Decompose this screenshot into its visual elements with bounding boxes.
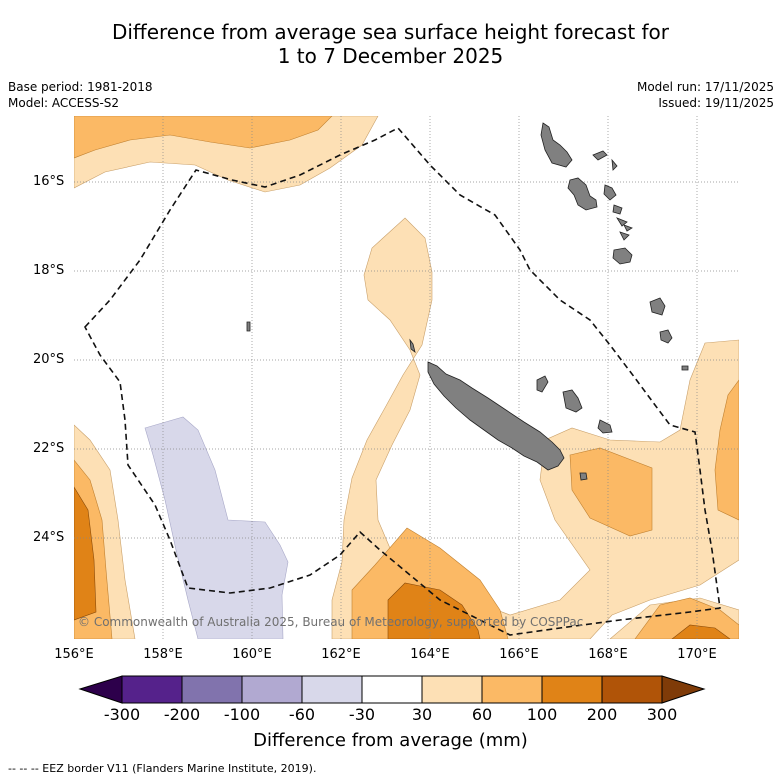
- colorbar-extend-high: [661, 675, 706, 704]
- colorbar-tick: -200: [163, 705, 201, 724]
- colorbar-label: Difference from average (mm): [253, 730, 528, 751]
- gridlines: [74, 116, 739, 639]
- colorbar-tick: 60: [471, 705, 493, 724]
- colorbar-tick: 200: [586, 705, 618, 724]
- anomaly-60-100-east: [714, 379, 739, 521]
- anomaly-100-200-west: [74, 486, 97, 621]
- colorbar-segment-5: [361, 675, 423, 704]
- model-name: Model: ACCESS-S2: [8, 96, 120, 110]
- map-layer: [74, 116, 739, 639]
- lon-label-160e: 160°E: [232, 647, 272, 662]
- lat-label-20s: 20°S: [33, 352, 65, 367]
- colorbar-segment-2: [181, 675, 243, 704]
- map-title-line2: 1 to 7 December 2025: [277, 44, 504, 68]
- lon-label-166e: 166°E: [499, 647, 539, 662]
- colorbar-segment-3: [241, 675, 303, 704]
- colorbar-tick: 30: [411, 705, 433, 724]
- eez-border: [84, 126, 721, 636]
- lat-label-18s: 18°S: [33, 263, 65, 278]
- lat-label-22s: 22°S: [33, 441, 65, 456]
- lon-label-158e: 158°E: [143, 647, 183, 662]
- colorbar-segment-6: [421, 675, 483, 704]
- colorbar-tick: -100: [223, 705, 261, 724]
- colorbar-segment-7: [481, 675, 543, 704]
- colorbar-extend-low: [78, 675, 123, 704]
- lat-label-16s: 16°S: [33, 174, 65, 189]
- lon-label-162e: 162°E: [321, 647, 361, 662]
- issued-date: Issued: 19/11/2025: [658, 96, 774, 110]
- map-title-line1: Difference from average sea surface heig…: [111, 20, 670, 44]
- land-small-islands: [246, 297, 689, 481]
- colorbar: [78, 675, 706, 704]
- colorbar-segment-9: [601, 675, 663, 704]
- eez-legend-footer: -- -- -- EEZ border V11 (Flanders Marine…: [8, 762, 317, 775]
- colorbar-tick: -30: [348, 705, 376, 724]
- lat-label-24s: 24°S: [33, 530, 65, 545]
- lon-label-164e: 164°E: [410, 647, 450, 662]
- colorbar-segment-4: [301, 675, 363, 704]
- land-new-caledonia: [427, 361, 565, 471]
- anomaly-100-200-southeast: [671, 624, 731, 639]
- anomaly-100-200-south: [387, 582, 481, 639]
- colorbar-tick: -300: [103, 705, 141, 724]
- colorbar-tick: 300: [646, 705, 678, 724]
- lon-label-156e: 156°E: [54, 647, 94, 662]
- lon-label-170e: 170°E: [677, 647, 717, 662]
- model-run: Model run: 17/11/2025: [636, 80, 774, 94]
- colorbar-tick: -60: [288, 705, 316, 724]
- copyright-text: © Commonwealth of Australia 2025, Bureau…: [78, 615, 583, 629]
- anomaly-60-100-north: [74, 116, 333, 159]
- colorbar-segment-8: [541, 675, 603, 704]
- anomaly-60-100-loyalty: [569, 447, 653, 537]
- base-period: Base period: 1981-2018: [8, 80, 153, 94]
- colorbar-tick: 100: [526, 705, 558, 724]
- anomaly-neg30-neg60: [144, 416, 289, 639]
- land-vanuatu: [540, 122, 633, 265]
- colorbar-segment-1: [121, 675, 183, 704]
- lon-label-168e: 168°E: [588, 647, 628, 662]
